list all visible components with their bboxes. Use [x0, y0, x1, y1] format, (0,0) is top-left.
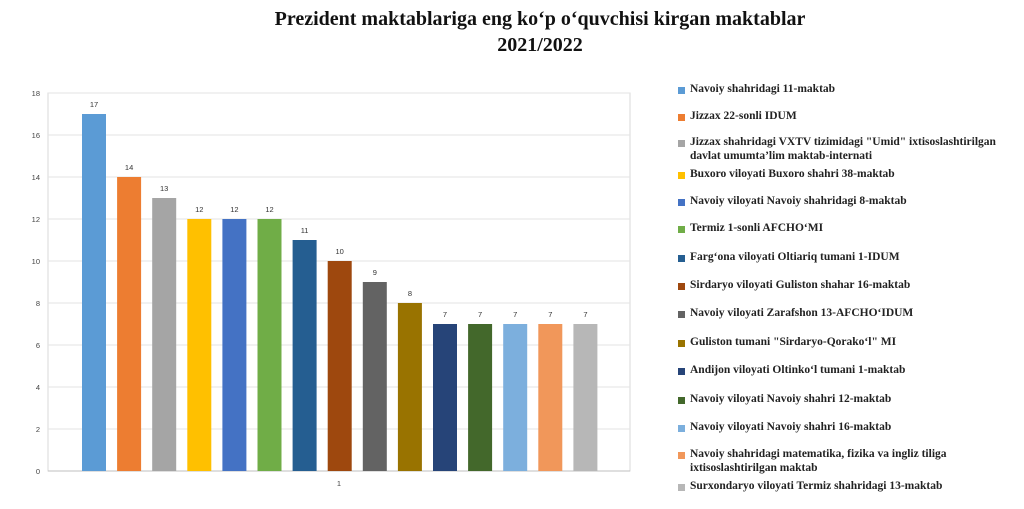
- legend-swatch: [678, 311, 685, 318]
- bar-value-label: 7: [443, 310, 447, 319]
- legend-swatch: [678, 397, 685, 404]
- legend-label: Sirdaryo viloyati Guliston shahar 16-mak…: [690, 279, 911, 291]
- bar-value-label: 10: [336, 247, 344, 256]
- bar: [397, 303, 422, 471]
- legend-label: Navoiy viloyati Navoiy shahri 16-maktab: [690, 421, 892, 433]
- bar-value-label: 11: [301, 226, 309, 235]
- y-tick-label: 14: [32, 173, 40, 182]
- legend-swatch: [678, 368, 685, 375]
- bar: [222, 219, 247, 471]
- bar: [117, 177, 142, 471]
- chart-title: Prezident maktablariga eng ko‘p o‘quvchi…: [230, 6, 850, 58]
- bar-value-label: 7: [513, 310, 517, 319]
- legend-label: Buxoro viloyati Buxoro shahri 38-maktab: [690, 168, 895, 180]
- bar: [362, 282, 387, 471]
- legend-label: Navoiy viloyati Navoiy shahri 12-maktab: [690, 393, 892, 405]
- x-axis: 1: [337, 479, 341, 488]
- legend-swatch: [678, 140, 685, 147]
- chart-title-line-1: Prezident maktablariga eng ko‘p o‘quvchi…: [274, 8, 806, 30]
- y-tick-label: 12: [32, 215, 40, 224]
- legend-label: Jizzax 22-sonli IDUM: [690, 110, 797, 122]
- legend: Navoiy shahridagi 11-maktab Jizzax 22-son…: [678, 78, 1018, 498]
- y-tick-label: 4: [36, 383, 40, 392]
- legend-swatch: [678, 255, 685, 262]
- legend-label: Farg‘ona viloyati Oltiariq tumani 1-IDUM: [690, 251, 900, 263]
- legend-swatch: [678, 226, 685, 233]
- y-axis: 0 2 4 6 8 10 12 14 16 18: [32, 89, 40, 476]
- bar: [433, 324, 457, 471]
- legend-swatch: [678, 340, 685, 347]
- bar-value-label: 17: [90, 100, 98, 109]
- legend-swatch: [678, 199, 685, 206]
- y-tick-label: 6: [36, 341, 40, 350]
- legend-label: Jizzax shahridagi VXTV tizimidagi "Umid"…: [690, 136, 996, 162]
- bar-value-label: 7: [548, 310, 552, 319]
- legend-label: Termiz 1-sonli AFCHO‘MI: [690, 222, 824, 234]
- bar-value-label: 7: [478, 310, 482, 319]
- bar-value-label: 7: [583, 310, 587, 319]
- bar-value-label: 12: [195, 205, 203, 214]
- legend-swatch: [678, 425, 685, 432]
- legend-label: Navoiy shahridagi 11-maktab: [690, 83, 836, 95]
- legend-swatch: [678, 452, 685, 459]
- bar-value-label: 13: [160, 184, 168, 193]
- bar: [468, 324, 493, 471]
- bar: [82, 114, 106, 471]
- data-labels: 17 14 13 12 12 12 11 10 9 8 7 7 7 7 7: [90, 100, 588, 319]
- legend-label: Navoiy viloyati Zarafshon 13-AFCHO‘IDUM: [690, 307, 914, 319]
- legend-swatch: [678, 484, 685, 491]
- y-tick-label: 10: [32, 257, 40, 266]
- legend-label: Navoiy viloyati Navoiy shahridagi 8-makt…: [690, 195, 907, 207]
- bar: [187, 219, 212, 471]
- bar-value-label: 9: [373, 268, 377, 277]
- y-tick-label: 2: [36, 425, 40, 434]
- chart-title-line-2: 2021/2022: [497, 34, 583, 56]
- y-tick-label: 0: [36, 467, 40, 476]
- bar: [327, 261, 352, 471]
- legend-label: Andijon viloyati Oltinko‘l tumani 1-makt…: [690, 364, 906, 376]
- legend-swatch: [678, 87, 685, 94]
- legend-label: Surxondaryo viloyati Termiz shahridagi 1…: [690, 480, 943, 492]
- bar-value-label: 14: [125, 163, 133, 172]
- bar: [292, 240, 317, 471]
- y-tick-label: 8: [36, 299, 40, 308]
- legend-swatch: [678, 283, 685, 290]
- y-tick-label: 16: [32, 131, 40, 140]
- legend-swatch: [678, 114, 685, 121]
- legend-swatch: [678, 172, 685, 179]
- bar-value-label: 12: [230, 205, 238, 214]
- y-tick-label: 18: [32, 89, 40, 98]
- bar: [503, 324, 528, 471]
- bar: [538, 324, 563, 471]
- legend-label: Navoiy shahridagi matematika, fizika va …: [690, 448, 947, 474]
- x-tick-label: 1: [337, 479, 341, 488]
- bar-value-label: 12: [265, 205, 273, 214]
- bar: [573, 324, 598, 471]
- bars: [82, 114, 598, 471]
- bar-value-label: 8: [408, 289, 412, 298]
- legend-label: Guliston tumani "Sirdaryo-Qorako‘l" MI: [690, 336, 897, 348]
- bar: [152, 198, 177, 471]
- bar: [257, 219, 282, 471]
